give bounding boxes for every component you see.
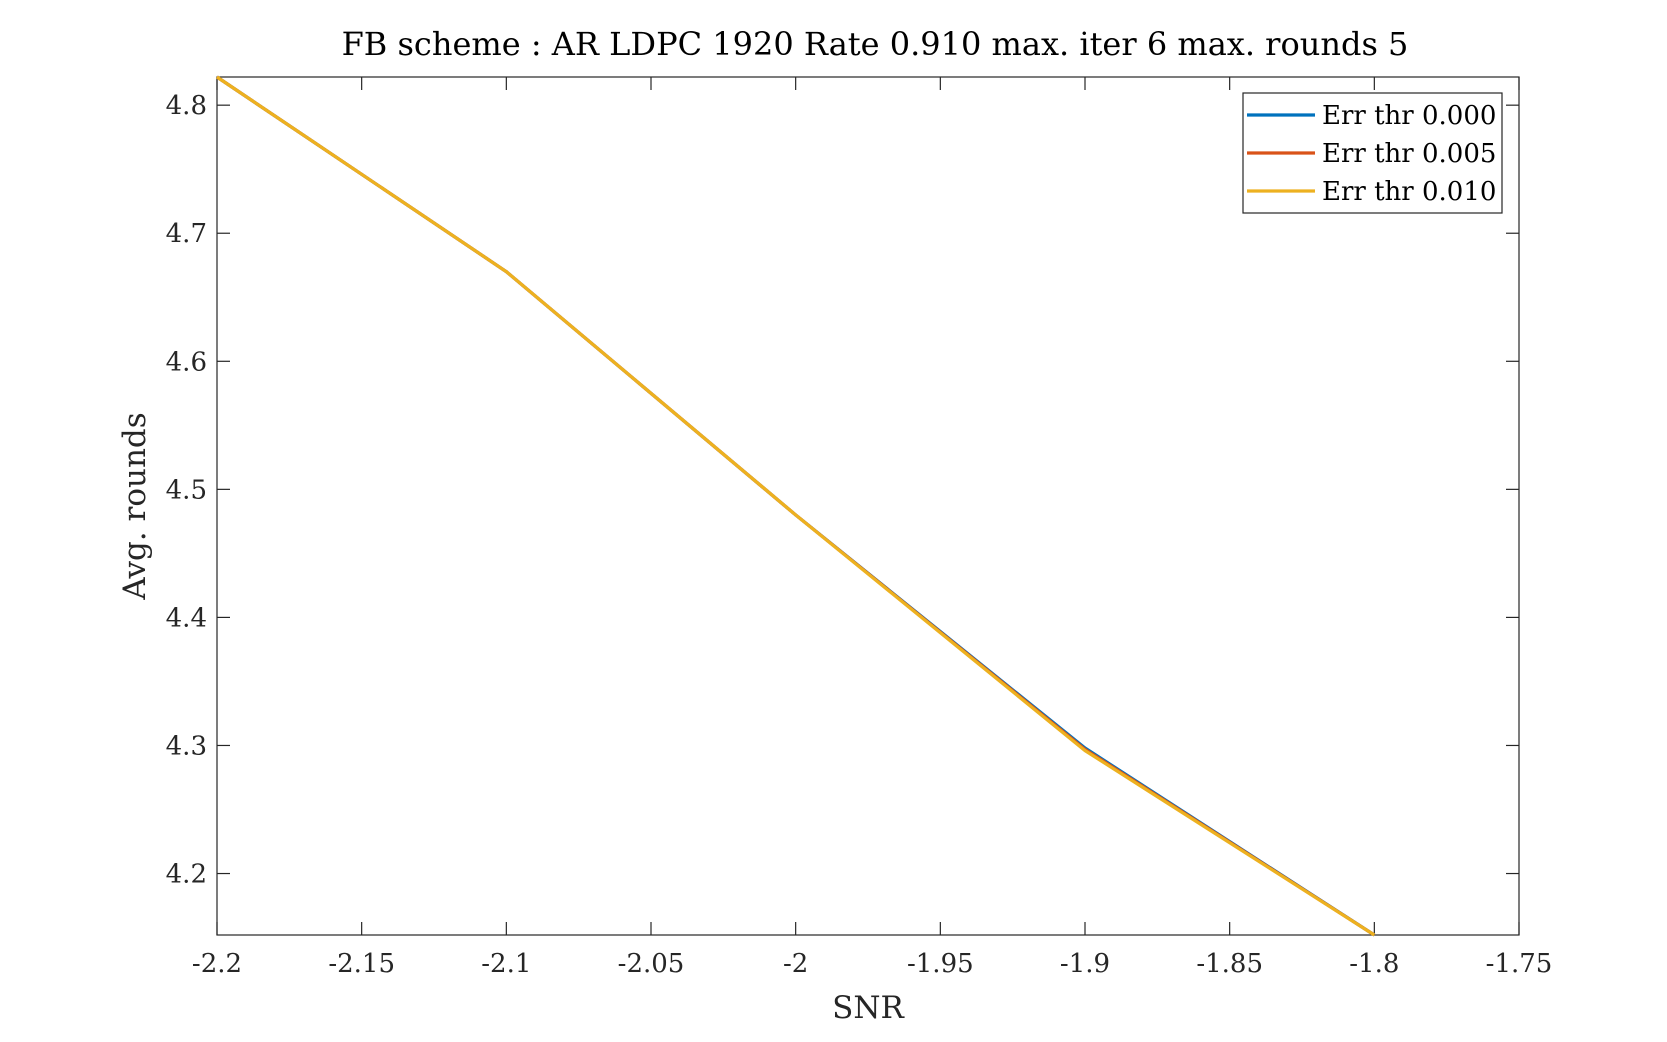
x-tick-label: -2 xyxy=(783,949,808,979)
x-tick-label: -1.85 xyxy=(1196,949,1263,979)
x-tick-label: -2.2 xyxy=(192,949,242,979)
plot-area: -2.2 -2.15 -2.1 -2.05 -2 -1.95 -1.9 -1.85 -1.8 -1… xyxy=(166,75,1552,979)
y-axis-label: Avg. rounds xyxy=(117,412,153,600)
legend-label-0: Err thr 0.000 xyxy=(1322,101,1496,131)
y-axis-ticks: 4.2 4.3 4.4 4.5 4.6 4.7 4.8 xyxy=(166,91,1519,890)
legend-label-1: Err thr 0.005 xyxy=(1322,139,1496,169)
y-tick-label: 4.4 xyxy=(166,603,207,633)
axes-box xyxy=(216,76,1520,936)
x-tick-label: -1.75 xyxy=(1486,949,1553,979)
x-axis-ticks: -2.2 -2.15 -2.1 -2.05 -2 -1.95 -1.9 -1.85 -1.8 -1… xyxy=(192,77,1552,979)
legend: Err thr 0.000 Err thr 0.005 Err thr 0.010 xyxy=(1242,92,1503,214)
x-tick-label: -2.1 xyxy=(481,949,531,979)
legend-label-2: Err thr 0.010 xyxy=(1322,177,1496,207)
legend-items: Err thr 0.000 Err thr 0.005 Err thr 0.010 xyxy=(1247,101,1496,207)
y-tick-label: 4.3 xyxy=(166,731,207,761)
y-tick-label: 4.6 xyxy=(166,347,207,377)
x-tick-label: -1.9 xyxy=(1060,949,1110,979)
y-tick-label: 4.7 xyxy=(166,219,207,249)
x-tick-label: -1.8 xyxy=(1349,949,1399,979)
x-tick-label: -2.15 xyxy=(328,949,395,979)
chart-title: FB scheme : AR LDPC 1920 Rate 0.910 max.… xyxy=(342,25,1409,63)
y-tick-label: 4.2 xyxy=(166,860,207,890)
series-layer xyxy=(216,75,1376,937)
x-tick-label: -2.05 xyxy=(618,949,685,979)
series-line-2 xyxy=(216,75,1376,937)
x-axis-label: SNR xyxy=(832,990,905,1026)
y-tick-label: 4.8 xyxy=(166,91,207,121)
x-tick-label: -1.95 xyxy=(907,949,974,979)
y-tick-label: 4.5 xyxy=(166,475,207,505)
